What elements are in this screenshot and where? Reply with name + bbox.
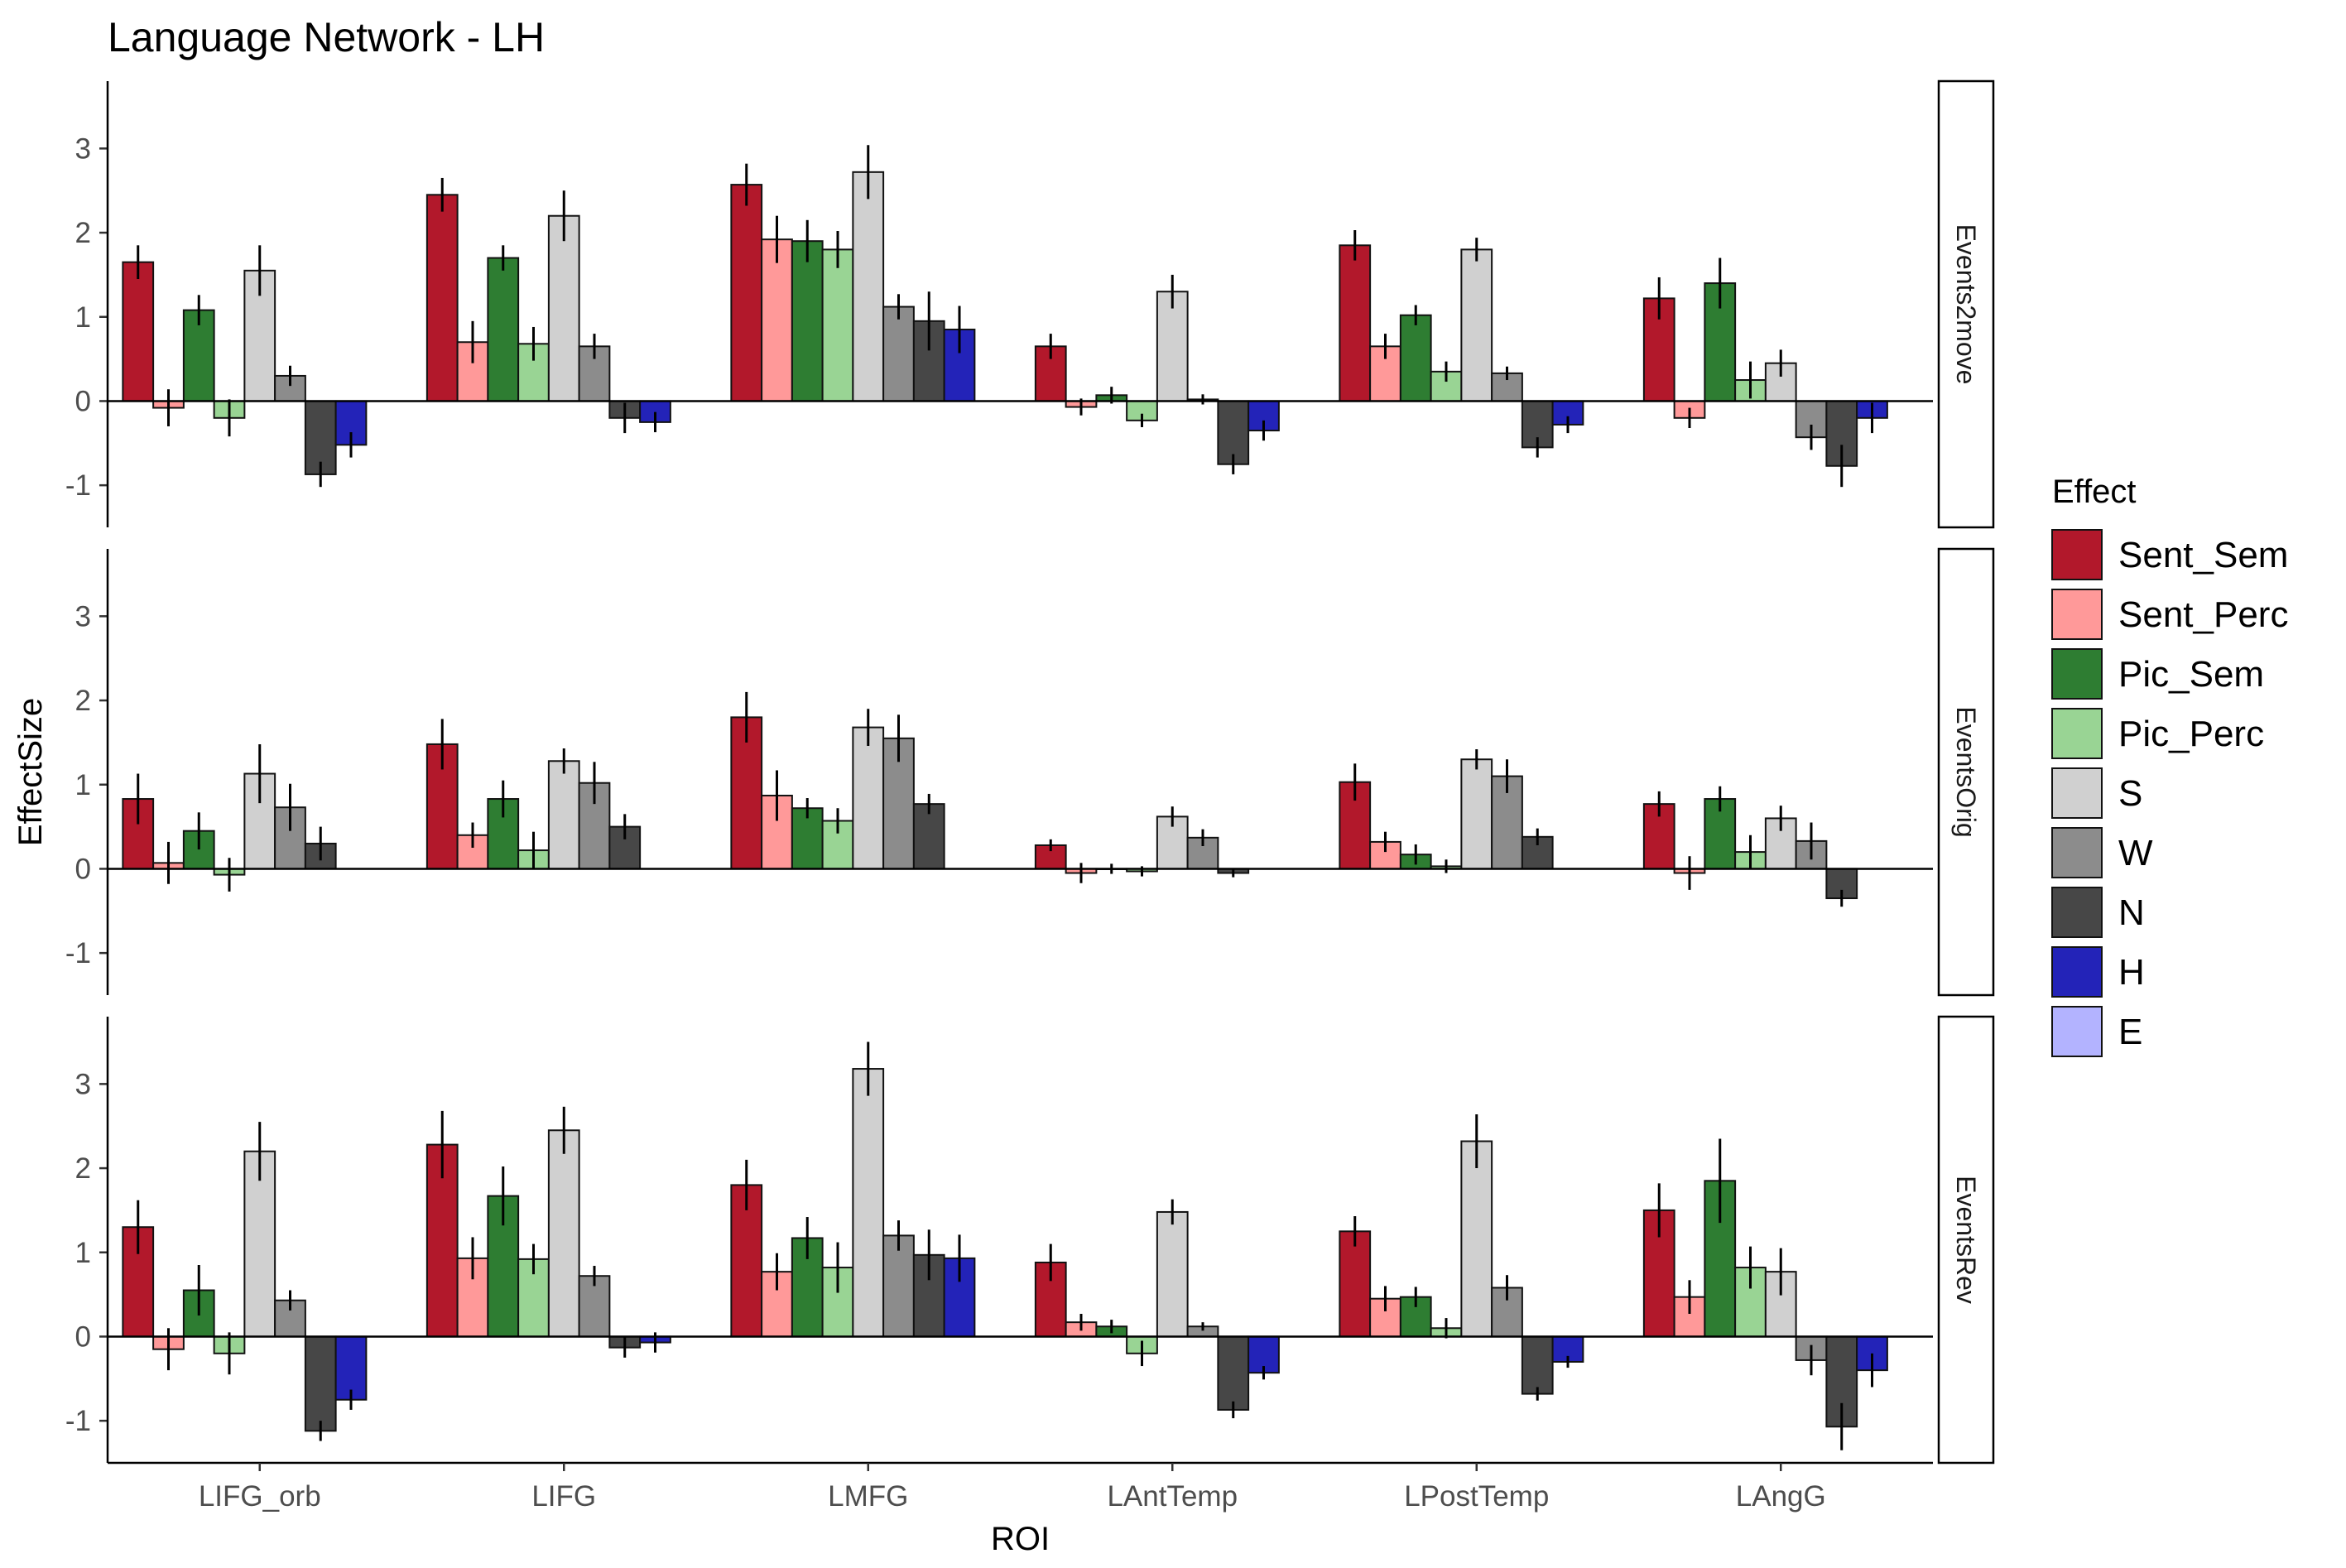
y-tick-label: 0: [75, 1320, 91, 1353]
x-tick-label: LIFG: [531, 1480, 596, 1513]
legend-label: Sent_Sem: [2118, 535, 2288, 575]
bar: [122, 261, 155, 402]
x-tick-label: LAntTemp: [1107, 1480, 1238, 1513]
legend-label: Pic_Sem: [2118, 654, 2264, 695]
y-tick-label: 3: [75, 132, 91, 165]
legend-key: [2051, 708, 2103, 759]
bar: [1460, 758, 1493, 870]
bar: [547, 1129, 580, 1338]
y-tick-label: 3: [75, 600, 91, 632]
legend-key: [2051, 887, 2103, 938]
bar: [1339, 244, 1372, 402]
bar: [1551, 400, 1584, 426]
bar: [304, 1335, 337, 1432]
y-axis-title: EffectSize: [12, 698, 49, 846]
x-axis-title: ROI: [991, 1521, 1050, 1557]
y-tick-label: 2: [75, 685, 91, 717]
y-tick-label: 1: [75, 301, 91, 334]
y-tick-label: -1: [65, 1405, 91, 1437]
bar: [791, 240, 824, 402]
bar: [852, 726, 885, 870]
facet-strip: [1937, 1015, 1995, 1465]
bar: [425, 194, 459, 402]
legend: Effect Sent_Sem Sent_Perc Pic_Sem Pic_Perc S…: [2051, 474, 2288, 1057]
legend-key: [2051, 589, 2103, 640]
bar: [1460, 1140, 1493, 1338]
facet-panel: -1 0 1 2 3 EventsRev LIFG_orb LIFG LMFG LAntTemp L…: [65, 1015, 1995, 1513]
bar: [882, 305, 915, 402]
bar: [487, 798, 520, 870]
bar: [243, 1150, 276, 1338]
y-tick-label: 0: [75, 853, 91, 885]
facet-strip: [1937, 79, 1995, 529]
legend-label: Sent_Perc: [2118, 594, 2288, 635]
bar: [1339, 1230, 1372, 1338]
legend-key: [2051, 529, 2103, 580]
legend-key: [2051, 767, 2103, 819]
legend-label: W: [2118, 833, 2153, 873]
y-tick-label: 3: [75, 1068, 91, 1100]
bar: [761, 238, 793, 402]
y-tick-label: -1: [65, 469, 91, 502]
bar: [1460, 248, 1493, 402]
x-tick-label: LMFG: [828, 1480, 908, 1513]
legend-label: Pic_Perc: [2118, 714, 2264, 754]
facet-strip-label: EventsRev: [1951, 1176, 1981, 1304]
legend-title: Effect: [2052, 474, 2137, 510]
legend-label: S: [2118, 773, 2142, 814]
legend-key: [2051, 648, 2103, 700]
bar: [1521, 1335, 1554, 1395]
x-tick-label: LPostTemp: [1404, 1480, 1549, 1513]
facet-strip: [1937, 547, 1995, 997]
facet-strip-label: Events2move: [1951, 224, 1981, 385]
legend-label: E: [2118, 1012, 2142, 1052]
facet-panel: -1 0 1 2 3 Events2move: [65, 79, 1995, 529]
bar: [1156, 1210, 1189, 1338]
y-tick-label: -1: [65, 937, 91, 969]
x-tick-label: LAngG: [1736, 1480, 1826, 1513]
bar: [487, 257, 520, 402]
y-tick-label: 1: [75, 769, 91, 801]
x-tick-label: LIFG_orb: [199, 1480, 321, 1513]
bar: [547, 214, 580, 402]
facet-strip-label: EventsOrig: [1951, 706, 1981, 837]
bar: [1399, 314, 1432, 402]
bar: [730, 184, 763, 402]
y-tick-label: 1: [75, 1237, 91, 1269]
legend-key: [2051, 827, 2103, 878]
bar: [821, 248, 854, 402]
bar: [852, 1068, 885, 1338]
legend-key: [2051, 1006, 2103, 1057]
y-tick-label: 2: [75, 217, 91, 249]
legend-label: N: [2118, 892, 2145, 933]
y-tick-label: 0: [75, 385, 91, 417]
bar: [1217, 1335, 1250, 1411]
chart-title: Language Network - LH: [108, 14, 545, 60]
bar: [547, 760, 580, 870]
bar: [852, 171, 885, 402]
legend-label: H: [2118, 952, 2145, 993]
y-tick-label: 2: [75, 1152, 91, 1185]
facet-panels: -1 0 1 2 3 Events2move -1 0 1 2 3 EventsOrig -1 0 1 2 3 E…: [65, 79, 1995, 1513]
legend-key: [2051, 946, 2103, 998]
bar: [912, 803, 945, 870]
facet-panel: -1 0 1 2 3 EventsOrig: [65, 547, 1995, 997]
